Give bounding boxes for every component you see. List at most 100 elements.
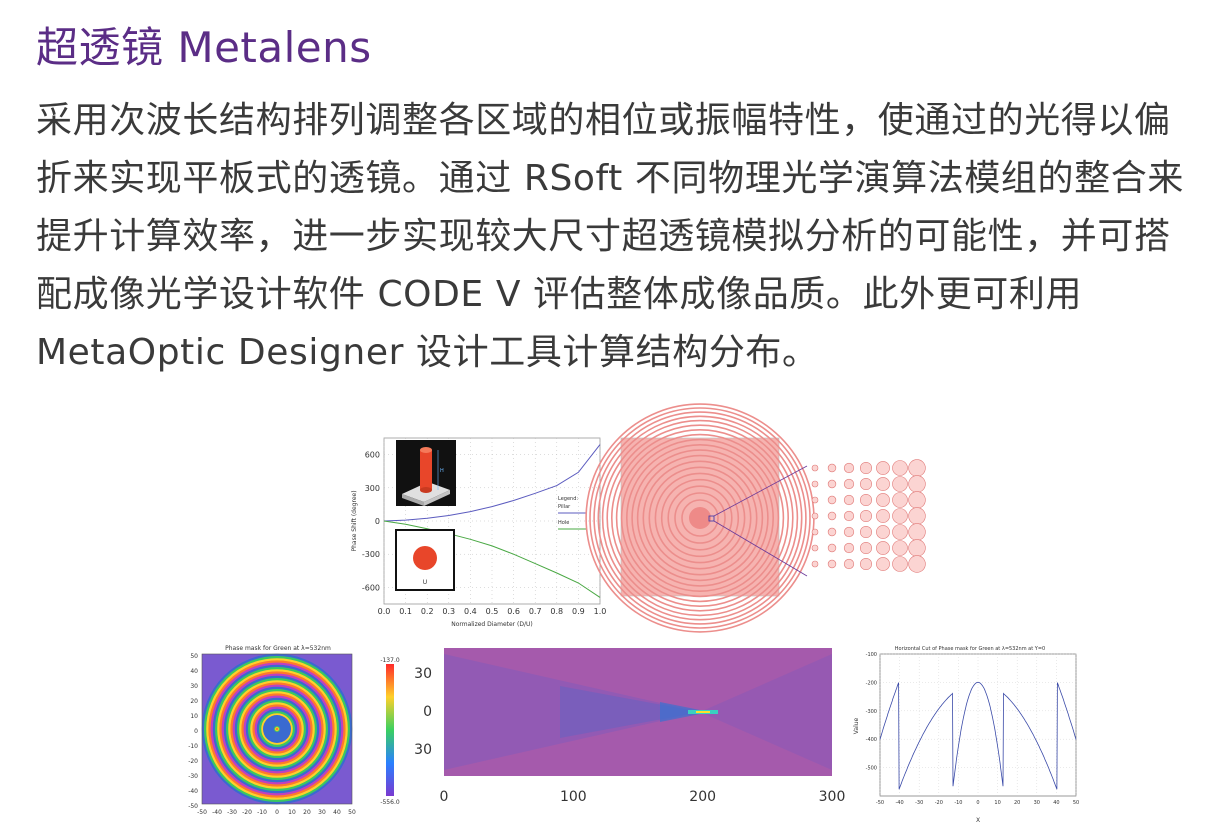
fresnel-ring (674, 492, 726, 544)
fresnel-ring (636, 454, 764, 582)
y-tick-label: 0 (375, 517, 380, 526)
y-tick-label: -200 (866, 680, 877, 686)
x-tick-label: 50 (1073, 800, 1079, 806)
y-tick-label: -500 (866, 766, 877, 772)
fresnel-ring (620, 438, 780, 598)
y-tick-label: 0 (423, 704, 432, 720)
x-tick-label: 200 (689, 789, 716, 805)
series-pillar-line (383, 444, 601, 522)
mask-ring (234, 686, 320, 772)
unit-cell (860, 493, 873, 506)
fresnel-ring (631, 449, 769, 587)
mask-ring (254, 706, 300, 752)
mask-ring (201, 653, 353, 805)
unit-cell (843, 558, 855, 570)
y-tick-label: 50 (190, 653, 198, 660)
unit-cell (811, 560, 819, 568)
x-tick-label: 0.1 (399, 607, 412, 616)
y-tick-label: 40 (190, 668, 198, 675)
pillar-inset: H (396, 440, 456, 506)
x-tick-labels: -50 -40 -30 -20 -10 0 10 20 30 40 50 (197, 809, 356, 816)
x-tick-label: 30 (1034, 800, 1040, 806)
unit-cell (892, 492, 908, 508)
legend-hole-label: Hole (558, 520, 569, 526)
x-tick-label: 0 (976, 800, 979, 806)
unit-cell (811, 464, 819, 472)
unit-cell (827, 479, 837, 489)
page-title: 超透镜 Metalens (36, 23, 372, 72)
unit-cell (860, 477, 873, 490)
unit-cell (827, 511, 837, 521)
mask-ring (261, 713, 293, 745)
unit-cell (860, 461, 873, 474)
unit-cell (827, 543, 837, 553)
unit-cell (892, 460, 908, 476)
mask-ring (215, 667, 339, 791)
y-tick-label: -50 (188, 803, 198, 810)
legend-pillar-label: Pillar (558, 504, 571, 510)
y-tick-label: -100 (866, 652, 877, 658)
x-tick-label: 20 (1014, 800, 1020, 806)
unit-cell (843, 494, 855, 506)
unit-cell (908, 523, 926, 541)
unit-cell (811, 544, 819, 552)
x-tick-label: 0.2 (421, 607, 434, 616)
fresnel-ring (660, 478, 740, 558)
fresnel-ring (615, 433, 785, 603)
mask-ring (217, 669, 337, 789)
y-tick-label: -400 (866, 737, 877, 743)
x-tick-label: 0.8 (550, 607, 563, 616)
unit-cell (843, 526, 855, 538)
hole-inset: U (395, 529, 455, 591)
center-zone (689, 507, 711, 529)
phase-shift-chart: 600 300 0 -300 -600 0.0 0.1 0.2 0.3 0.4 0.5 0.6 0.7… (351, 437, 607, 628)
unit-cell (876, 541, 890, 555)
hcut-y-label: Value (853, 717, 860, 734)
unit-cell (860, 510, 873, 523)
y-tick-label: 600 (365, 451, 380, 460)
hcut-frame (879, 653, 1077, 797)
x-tick-labels: -50 -40 -30 -20 -10 0 10 20 30 40 50 (876, 800, 1079, 806)
mask-ring (237, 689, 317, 769)
y-tick-labels: -100 -200 -300 -400 -500 (866, 652, 877, 772)
fresnel-ring (606, 424, 794, 612)
phase-mask-figure: Phase mask for Green at λ=532nm 50 40 30 20… (188, 645, 400, 816)
mask-ring (245, 697, 309, 761)
unit-cell (811, 528, 819, 536)
fresnel-ring (589, 407, 811, 629)
mask-ring (228, 680, 326, 778)
unit-cell (860, 542, 873, 555)
y-tick-label: 30 (414, 666, 432, 682)
unit-cell (876, 493, 890, 507)
fresnel-ring (601, 419, 799, 617)
unit-cell (908, 507, 926, 525)
fresnel-ring (648, 466, 752, 570)
height-label: H (440, 468, 444, 474)
x-tick-label: 1.0 (594, 607, 607, 616)
unit-cell (876, 477, 890, 491)
unit-cell (827, 559, 837, 569)
unit-cell (892, 508, 908, 524)
x-tick-label: -10 (954, 800, 962, 806)
x-tick-label: 0.9 (572, 607, 585, 616)
y-tick-label: 20 (190, 698, 198, 705)
mask-ring (241, 693, 313, 765)
unit-cell (892, 540, 908, 556)
x-tick-label: 0.7 (529, 607, 542, 616)
legend-title: Legend: (558, 496, 578, 502)
y-tick-labels: 600 300 0 -300 -600 (362, 451, 380, 593)
y-tick-label: -600 (362, 583, 380, 592)
colorbar-min: -556.0 (380, 799, 400, 806)
hcut-title: Horizontal Cut of Phase mask for Green a… (895, 646, 1045, 652)
y-tick-labels: 50 40 30 20 10 0 -10 -20 -30 -40 -50 (188, 653, 198, 810)
hcut-series (879, 682, 1077, 790)
x-tick-label: 0.5 (486, 607, 499, 616)
colorbar (386, 664, 394, 796)
mask-ring (239, 691, 315, 767)
hcut-x-label: X (976, 817, 980, 824)
mask-ring (206, 658, 348, 800)
zoom-line-bottom (713, 520, 808, 577)
mask-ring (219, 671, 335, 787)
y-tick-label: -300 (866, 709, 877, 715)
